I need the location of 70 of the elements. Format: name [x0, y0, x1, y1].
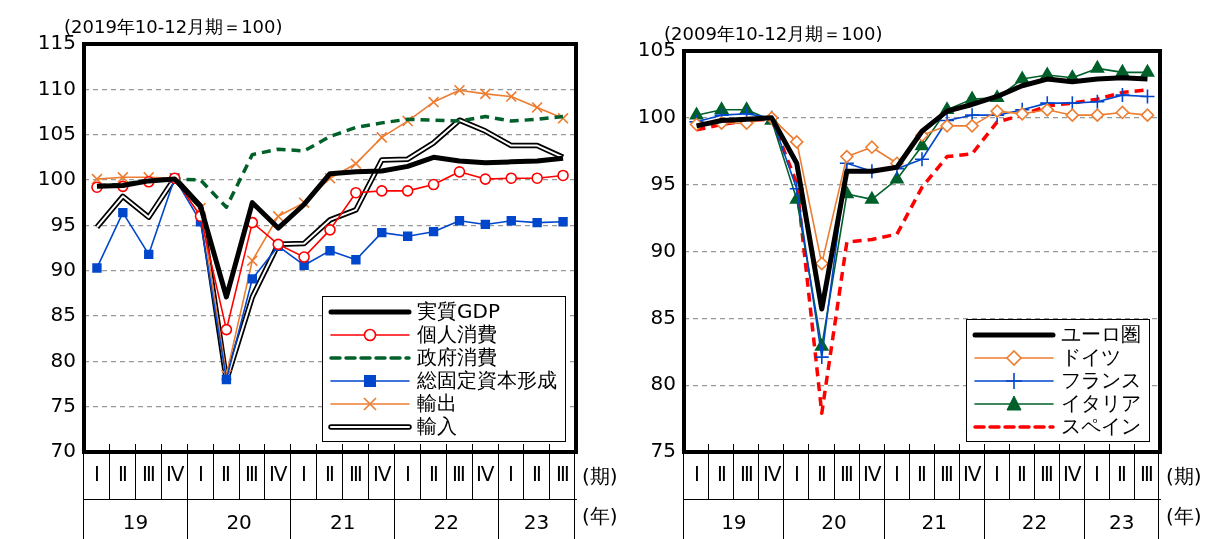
- y-tick-label: 80: [650, 371, 676, 396]
- legend-label: 政府消費: [417, 345, 497, 369]
- legend-label: 輸入: [417, 414, 457, 438]
- legend-label: ドイツ: [1061, 345, 1121, 369]
- x-tick-label: Ⅲ: [141, 463, 156, 486]
- x-tick-label: Ⅰ: [693, 463, 700, 486]
- legend-label: 個人消費: [417, 322, 497, 346]
- x-tick-label: Ⅰ: [893, 463, 900, 486]
- x-tick-label: Ⅱ: [221, 463, 232, 486]
- y-tick-label: 95: [50, 211, 76, 236]
- x-tick-label: Ⅱ: [917, 463, 927, 486]
- x-tick-label: Ⅱ: [325, 463, 335, 486]
- y-tick-label: 80: [50, 347, 76, 372]
- x-tick-label: Ⅲ: [940, 463, 955, 486]
- y-tick-label: 85: [650, 304, 676, 329]
- legend-label: 実質GDP: [417, 299, 500, 323]
- axis-cell-borders: 19 20 21 22 23: [83, 499, 577, 539]
- y-tick-label: 110: [37, 75, 76, 100]
- axis-cell-borders: 19 20 21 22 23: [683, 499, 1161, 539]
- legend-label: イタリア: [1061, 391, 1141, 415]
- x-tick-label: Ⅰ: [93, 463, 100, 486]
- x-tick-label: Ⅰ: [793, 463, 800, 486]
- y-tick-label: 90: [50, 256, 76, 281]
- x-tick-label: Ⅳ: [165, 463, 185, 486]
- x-tick-label: Ⅱ: [1017, 463, 1028, 486]
- text: (期): [1166, 464, 1202, 489]
- y-tick-label: 85: [50, 302, 76, 327]
- x-tick-label: Ⅰ: [1094, 463, 1101, 486]
- x-tick-label: Ⅲ: [556, 463, 571, 486]
- y-tick-label: 90: [650, 237, 676, 262]
- x-tick-label: Ⅲ: [348, 463, 363, 486]
- x-tick-label: Ⅱ: [716, 463, 727, 486]
- x-tick-label: Ⅰ: [197, 463, 204, 486]
- x-tick-label: Ⅳ: [1063, 463, 1083, 486]
- x-tick-label: Ⅲ: [1040, 463, 1055, 486]
- x-tick-label: Ⅱ: [1117, 463, 1128, 486]
- x-tick-label: Ⅱ: [428, 463, 439, 486]
- text: (年): [1166, 504, 1202, 529]
- legend-label: 輸出: [417, 391, 457, 415]
- legend-label: 総固定資本形成: [417, 368, 557, 392]
- x-tick-label: Ⅲ: [1140, 463, 1155, 486]
- x-tick-label: Ⅱ: [117, 463, 128, 486]
- legend-label: スペイン: [1061, 414, 1141, 438]
- legend-label: ユーロ圏: [1061, 322, 1141, 346]
- legend-label: フランス: [1061, 368, 1141, 392]
- x-tick-label: Ⅳ: [372, 463, 392, 486]
- x-tick-label: Ⅳ: [476, 463, 496, 486]
- x-tick-label: Ⅳ: [269, 463, 289, 486]
- y-tick-label: 100: [37, 166, 76, 191]
- x-tick-label: Ⅲ: [739, 463, 754, 486]
- x-tick-label: Ⅳ: [762, 463, 782, 486]
- y-tick-label: 100: [637, 104, 676, 129]
- x-tick-label: Ⅳ: [862, 463, 882, 486]
- x-tick-label: Ⅲ: [452, 463, 467, 486]
- x-tick-label: Ⅰ: [301, 463, 308, 486]
- text: (年): [582, 504, 618, 529]
- x-tick-label: Ⅰ: [404, 463, 411, 486]
- x-tick-label: Ⅰ: [508, 463, 515, 486]
- y-tick-label: 70: [50, 438, 76, 463]
- y-tick-label: 105: [37, 120, 76, 145]
- y-tick-label: 75: [650, 438, 676, 463]
- x-tick-label: Ⅳ: [963, 463, 983, 486]
- y-tick-label: 95: [650, 170, 676, 195]
- x-tick-label: Ⅲ: [839, 463, 854, 486]
- x-tick-label: Ⅲ: [245, 463, 260, 486]
- x-tick-label: Ⅰ: [994, 463, 1001, 486]
- x-tick-label: Ⅱ: [532, 463, 543, 486]
- x-tick-label: Ⅱ: [816, 463, 827, 486]
- text: (期): [582, 464, 618, 489]
- y-tick-label: 75: [50, 392, 76, 417]
